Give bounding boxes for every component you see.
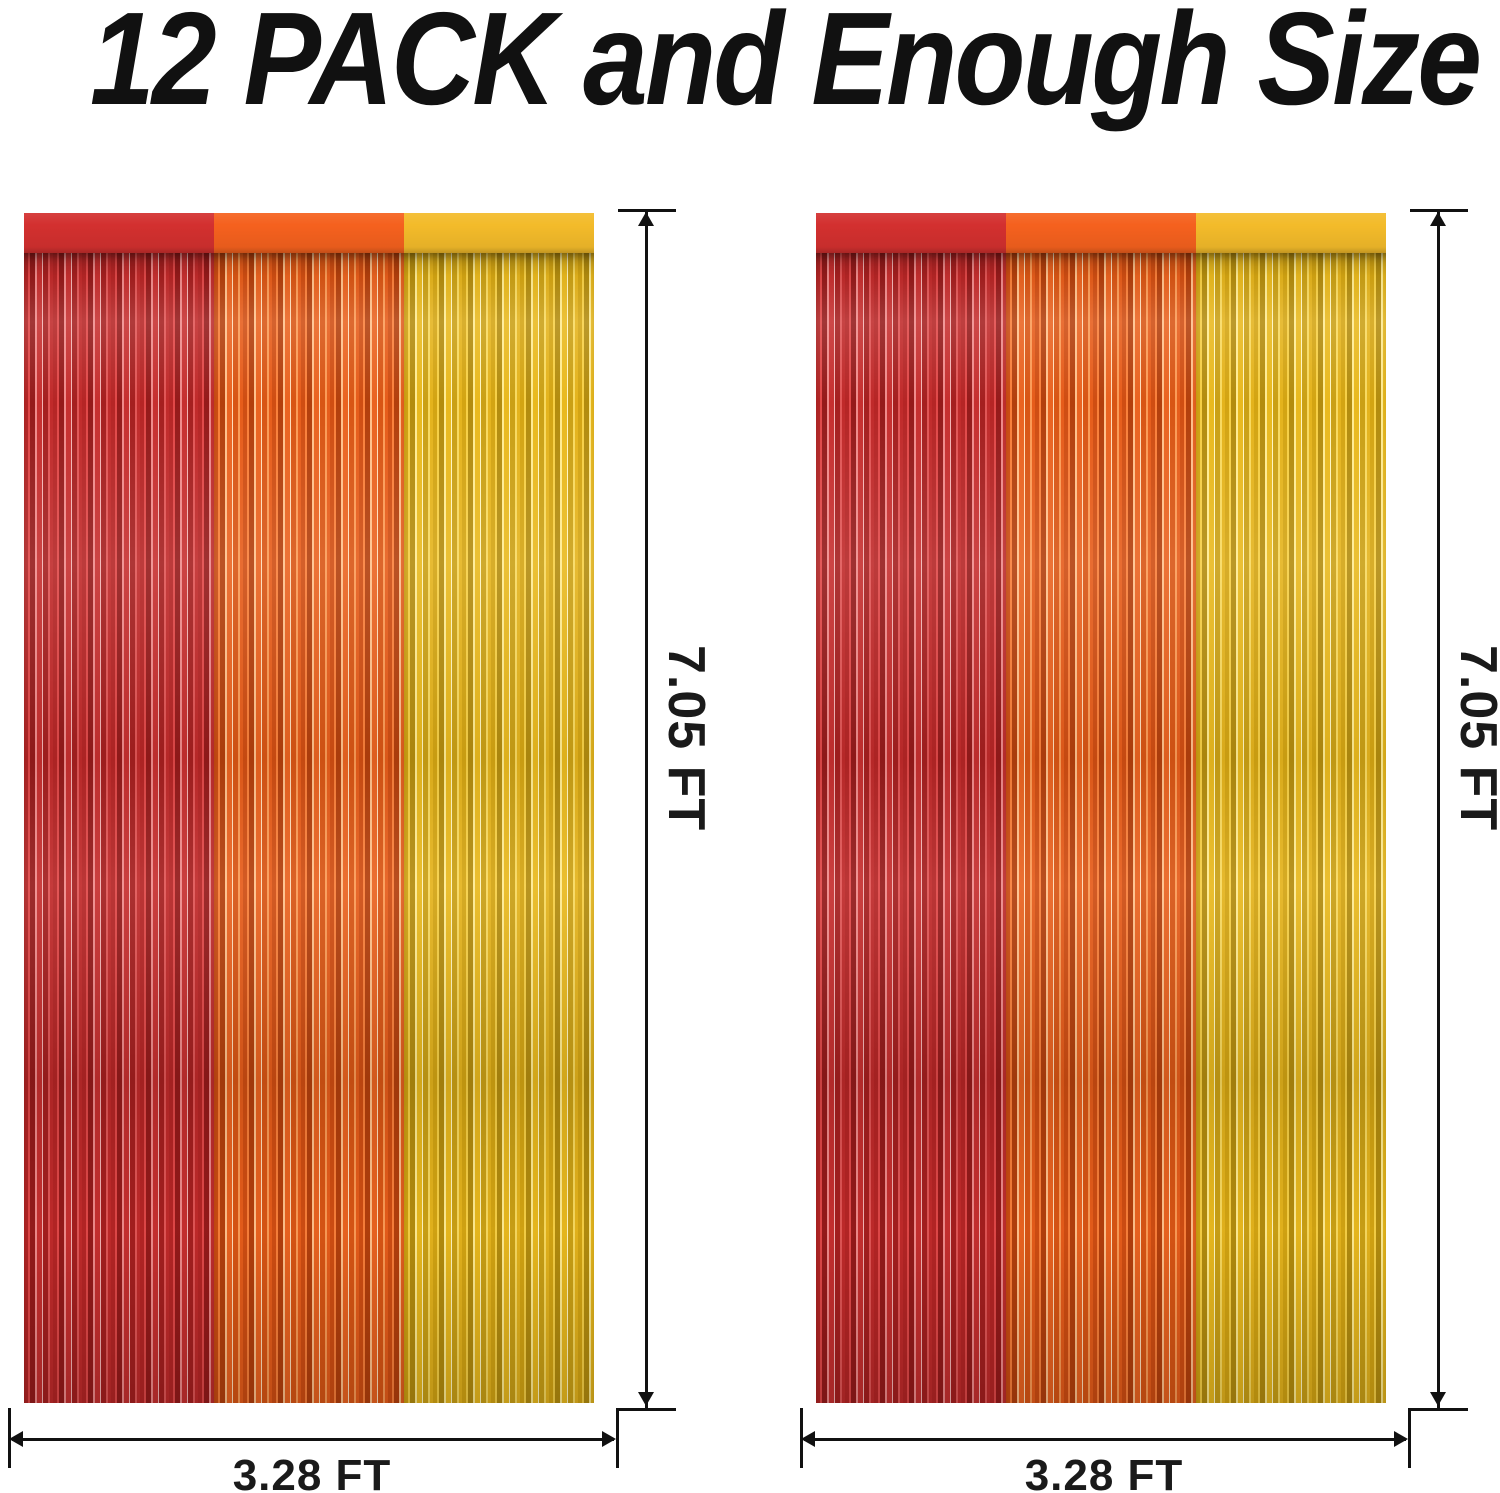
arrow-left-icon [9, 1431, 23, 1447]
page-title: 12 PACK and Enough Size [90, 0, 1482, 132]
curtain-unit-1: 7.05 FT 3.28 FT [8, 209, 715, 1493]
height-dimension-cap-line [1410, 209, 1468, 212]
fringe-panel-red [24, 213, 214, 1403]
foil-fringe-curtain [816, 213, 1386, 1403]
fringe-panel-yellow [404, 213, 594, 1403]
fringe-panel-red [816, 213, 1006, 1403]
panel-fringe-orange [1006, 253, 1196, 1403]
foil-fringe-curtain [24, 213, 594, 1403]
fringe-panel-orange [1006, 213, 1196, 1403]
corner-extension-line-vertical [616, 1408, 619, 1468]
arrow-up-icon [1430, 212, 1446, 226]
curtain-unit-2: 7.05 FT 3.28 FT [800, 209, 1500, 1493]
panel-header-yellow [1196, 213, 1386, 253]
arrow-down-icon [638, 1392, 654, 1406]
panel-header-orange [1006, 213, 1196, 253]
arrow-down-icon [1430, 1392, 1446, 1406]
panel-header-red [24, 213, 214, 253]
panel-fringe-yellow [1196, 253, 1386, 1403]
fringe-panel-yellow [1196, 213, 1386, 1403]
arrow-up-icon [638, 212, 654, 226]
panel-fringe-red [24, 253, 214, 1403]
height-dimension-cap-line [618, 209, 676, 212]
width-dimension-line [804, 1438, 1406, 1441]
arrow-right-icon [602, 1431, 616, 1447]
height-dimension-label: 7.05 FT [657, 645, 715, 832]
height-dimension-line [1437, 211, 1440, 1408]
corner-extension-line-horizontal [616, 1408, 676, 1411]
panel-fringe-yellow [404, 253, 594, 1403]
width-dimension-line [12, 1438, 614, 1441]
corner-extension-line-horizontal [1408, 1408, 1468, 1411]
width-dimension-label: 3.28 FT [1024, 1451, 1184, 1493]
height-dimension-label: 7.05 FT [1449, 645, 1500, 832]
panel-fringe-orange [214, 253, 404, 1403]
fringe-panel-orange [214, 213, 404, 1403]
corner-extension-line-vertical [1408, 1408, 1411, 1468]
panel-header-red [816, 213, 1006, 253]
width-dimension-label: 3.28 FT [232, 1451, 392, 1493]
panel-fringe-red [816, 253, 1006, 1403]
arrow-left-icon [801, 1431, 815, 1447]
height-dimension-line [645, 211, 648, 1408]
arrow-right-icon [1394, 1431, 1408, 1447]
panel-header-yellow [404, 213, 594, 253]
panel-header-orange [214, 213, 404, 253]
